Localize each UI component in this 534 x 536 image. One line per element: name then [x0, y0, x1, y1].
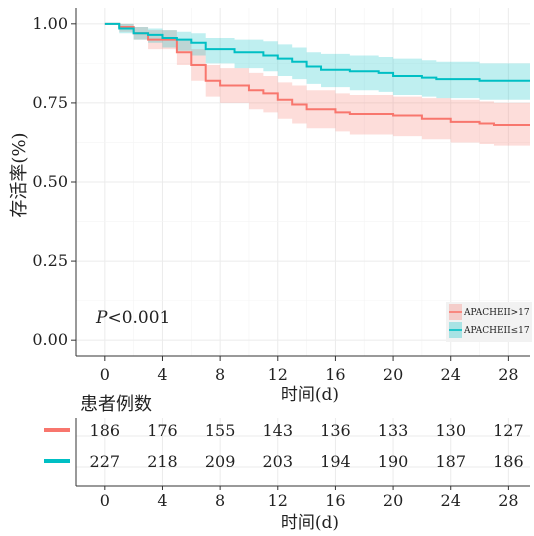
- risk-table: 186 176 155 143 136 133 130 127 227 218 209 203 194 1…: [44, 418, 530, 510]
- survival-line-2: [104, 22, 530, 82]
- risk-x-tick-label: 16: [325, 491, 345, 510]
- confidence-bands: [104, 23, 530, 148]
- y-tick-label: 0.50: [32, 172, 68, 191]
- x-tick-label: 0: [100, 365, 110, 384]
- confidence-band-1: [104, 23, 530, 148]
- legend-background: [446, 302, 532, 342]
- risk-x-tick-label: 8: [215, 491, 225, 510]
- survival-line-1: [104, 22, 530, 127]
- y-tick-label: 1.00: [32, 14, 68, 33]
- risk-table-cell: 130: [435, 421, 466, 440]
- x-tick-label: 28: [498, 365, 518, 384]
- legend-label-2: APACHEII≤17: [463, 326, 530, 336]
- legend-label-1: APACHEII>17: [463, 308, 530, 318]
- risk-table-cell: 190: [378, 452, 409, 471]
- risk-table-cell: 133: [378, 421, 409, 440]
- risk-table-cell: 187: [435, 452, 466, 471]
- axes: 1.00 0.75 0.50 0.25 0.00 0 4 8 12 16 20 24 28: [32, 8, 530, 384]
- x-tick-label: 12: [268, 365, 288, 384]
- y-tick-label: 0.25: [32, 251, 68, 270]
- risk-x-tick-label: 28: [498, 491, 518, 510]
- risk-table-cell: 136: [320, 421, 351, 440]
- risk-table-cell: 155: [205, 421, 236, 440]
- x-tick-label: 24: [441, 365, 461, 384]
- risk-x-tick-label: 24: [441, 491, 461, 510]
- y-tick-label: 0.00: [32, 330, 68, 349]
- risk-table-cell: 203: [263, 452, 294, 471]
- y-axis-label: 存活率(%): [9, 132, 30, 217]
- x-axis-label: 时间(d): [281, 385, 339, 405]
- legend: APACHEII>17 APACHEII≤17: [446, 302, 532, 342]
- risk-table-cell: 218: [147, 452, 178, 471]
- risk-x-tick-label: 20: [383, 491, 403, 510]
- p-value-text: <0.001: [107, 308, 170, 328]
- x-tick-label: 8: [215, 365, 225, 384]
- risk-table-cell: 194: [320, 452, 351, 471]
- risk-table-cell: 186: [493, 452, 524, 471]
- risk-table-cell: 227: [90, 452, 121, 471]
- x-tick-label: 4: [157, 365, 167, 384]
- risk-x-tick-label: 0: [100, 491, 110, 510]
- risk-x-tick-label: 12: [268, 491, 288, 510]
- risk-x-tick-label: 4: [157, 491, 167, 510]
- risk-table-cell: 176: [147, 421, 178, 440]
- risk-table-cell: 209: [205, 452, 236, 471]
- risk-table-cell: 186: [90, 421, 121, 440]
- risk-table-grid: [76, 418, 530, 486]
- p-value-prefix: P: [95, 308, 108, 328]
- risk-table-panel: [76, 418, 530, 486]
- risk-table-cell: 127: [493, 421, 524, 440]
- x-tick-label: 16: [325, 365, 345, 384]
- survival-lines: [104, 22, 530, 127]
- risk-table-cell: 143: [263, 421, 294, 440]
- confidence-band-2: [104, 23, 530, 100]
- risk-table-title: 患者例数: [80, 394, 152, 415]
- x-tick-label: 20: [383, 365, 403, 384]
- risk-table-x-label: 时间(d): [281, 513, 339, 533]
- p-value-annotation: P<0.001: [95, 308, 170, 328]
- y-tick-label: 0.75: [32, 93, 68, 112]
